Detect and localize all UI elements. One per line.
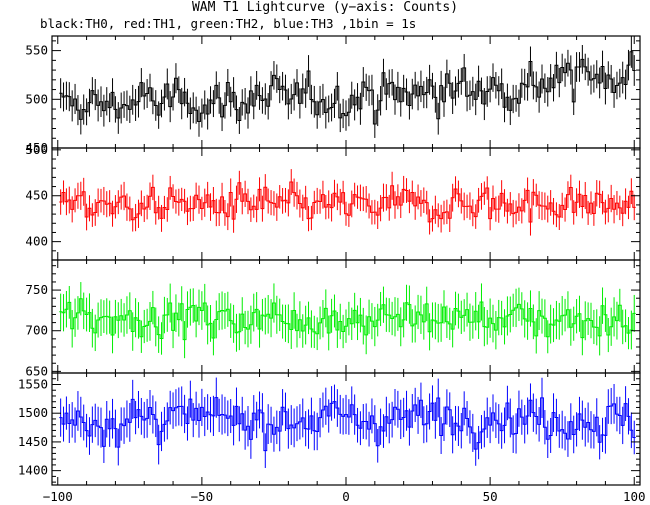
y-tick-label: 550 xyxy=(25,43,48,58)
step-line xyxy=(59,397,636,452)
x-tick-label: −50 xyxy=(191,489,214,504)
y-tick-label: 1550 xyxy=(18,376,48,391)
x-tick-label: −100 xyxy=(43,489,73,504)
y-tick-label: 450 xyxy=(25,140,48,155)
series-th1 xyxy=(59,169,636,236)
step-line xyxy=(59,298,636,341)
panel-th3: 1400 1450 1500 1550 xyxy=(18,372,641,486)
panel-th2: 650 700 750 xyxy=(25,259,641,378)
x-tick-label: 0 xyxy=(342,489,350,504)
y-tick-label: 700 xyxy=(25,323,48,338)
y-tick-label: 750 xyxy=(25,282,48,297)
y-tick-label: 500 xyxy=(25,142,48,157)
step-line xyxy=(59,51,636,125)
x-tick-label: 100 xyxy=(623,489,646,504)
chart-title: WAM T1 Lightcurve (y−axis: Counts) xyxy=(191,0,459,15)
series-th0 xyxy=(59,36,636,138)
step-line xyxy=(59,181,636,223)
series-th2 xyxy=(59,282,636,359)
y-tick-label: 1500 xyxy=(18,405,48,420)
y-tick-label: 650 xyxy=(25,363,48,378)
series-th3 xyxy=(59,377,636,468)
chart-subtitle: black:TH0, red:TH1, green:TH2, blue:TH3 … xyxy=(40,16,417,31)
y-tick-label: 500 xyxy=(25,91,48,106)
x-tick-label: 50 xyxy=(483,489,498,504)
y-tick-label: 400 xyxy=(25,234,48,249)
y-tick-label: 1450 xyxy=(18,434,48,449)
y-tick-label: 450 xyxy=(25,188,48,203)
y-tick-label: 1400 xyxy=(18,463,48,478)
